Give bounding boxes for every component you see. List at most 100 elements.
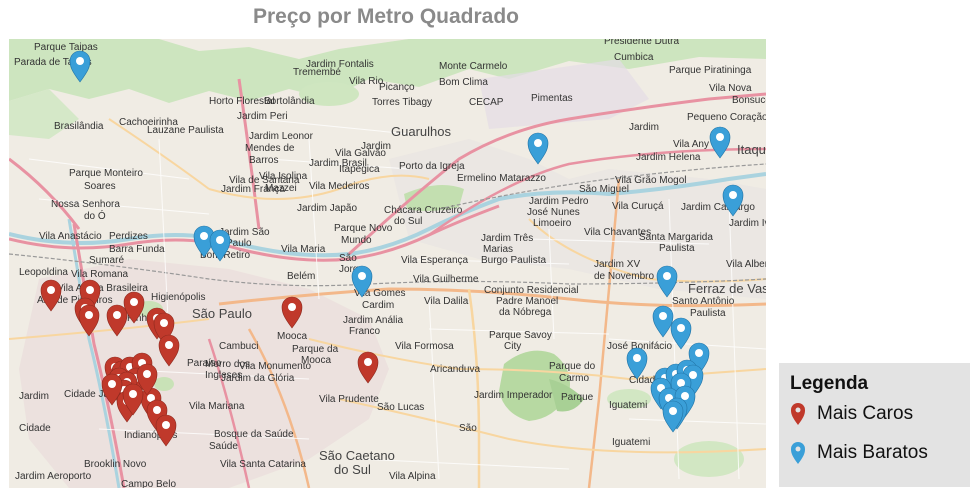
svg-text:Jardim São: Jardim São: [219, 227, 270, 238]
marker-barato[interactable]: [626, 347, 648, 380]
ayrton-senna: [428, 147, 766, 237]
svg-text:São Caetano: São Caetano: [319, 448, 395, 463]
marker-caro[interactable]: [357, 351, 379, 384]
legend-label: Mais Caros: [817, 403, 914, 424]
svg-text:Carmo: Carmo: [559, 373, 589, 384]
airport-area: [479, 59, 649, 129]
svg-text:Cachoeirinha: Cachoeirinha: [119, 117, 178, 128]
svg-text:Paulista: Paulista: [690, 308, 726, 319]
map-canvas[interactable]: Guarulhos São Paulo Ferraz de Vasconc Sã…: [9, 39, 766, 488]
svg-text:Mendes de: Mendes de: [245, 143, 295, 154]
svg-text:Saúde: Saúde: [209, 441, 238, 452]
svg-text:Santo Antônio: Santo Antônio: [672, 296, 735, 307]
svg-text:Vila Santa Catarina: Vila Santa Catarina: [220, 459, 306, 470]
pinheiros-river: [67, 218, 121, 488]
svg-text:Jardim Brasil: Jardim Brasil: [309, 158, 367, 169]
marker-caro[interactable]: [78, 304, 100, 337]
svg-text:Nossa Senhora: Nossa Senhora: [51, 199, 120, 210]
svg-text:Vila Isolina: Vila Isolina: [259, 171, 308, 182]
svg-text:Vila Mariana: Vila Mariana: [189, 401, 245, 412]
svg-text:Leopoldina: Leopoldina: [19, 267, 68, 278]
svg-text:Cardim: Cardim: [362, 300, 394, 311]
svg-text:Bosque da Saúde: Bosque da Saúde: [214, 429, 294, 440]
svg-text:Indianópolis: Indianópolis: [124, 430, 177, 441]
svg-text:Jardim Camargo: Jardim Camargo: [681, 202, 755, 213]
svg-text:Conjunto Residencial: Conjunto Residencial: [484, 285, 579, 296]
svg-text:Parque Savoy: Parque Savoy: [489, 330, 552, 341]
svg-text:do Sul: do Sul: [394, 216, 422, 227]
svg-text:Jardim Leonor: Jardim Leonor: [249, 131, 314, 142]
svg-text:Padre Manoel: Padre Manoel: [496, 296, 558, 307]
svg-text:Horto Florestal: Horto Florestal: [209, 96, 275, 107]
parque-do-carmo: [499, 350, 570, 421]
svg-text:Parque Taipas: Parque Taipas: [34, 42, 98, 53]
svg-text:Vila Maria: Vila Maria: [281, 244, 326, 255]
svg-text:Jardim: Jardim: [629, 122, 659, 133]
svg-text:Vila Romana: Vila Romana: [71, 269, 129, 280]
legend-title: Legenda: [790, 373, 869, 394]
svg-text:Vila Dalila: Vila Dalila: [424, 296, 469, 307]
marker-barato[interactable]: [656, 265, 678, 298]
svg-text:São Paulo: São Paulo: [192, 306, 252, 321]
tiete-river: [9, 172, 766, 258]
svg-text:Iguatemi: Iguatemi: [612, 437, 650, 448]
svg-text:Jardim Japão: Jardim Japão: [297, 203, 357, 214]
svg-text:Campo Belo: Campo Belo: [121, 479, 176, 488]
svg-text:Vila Anastácio: Vila Anastácio: [39, 231, 102, 242]
svg-text:Sumaré: Sumaré: [89, 255, 124, 266]
svg-text:Paulista: Paulista: [659, 243, 695, 254]
svg-text:Limoeiro: Limoeiro: [533, 218, 572, 229]
svg-text:Jardim Peri: Jardim Peri: [237, 111, 288, 122]
svg-text:Pimentas: Pimentas: [531, 93, 573, 104]
marker-barato[interactable]: [351, 265, 373, 298]
svg-text:Perdizes: Perdizes: [109, 231, 148, 242]
svg-text:Parque Piratininga: Parque Piratininga: [669, 65, 752, 76]
marker-barato[interactable]: [69, 50, 91, 83]
svg-text:Ermelino Matarazzo: Ermelino Matarazzo: [457, 173, 546, 184]
marker-barato[interactable]: [662, 400, 684, 433]
svg-text:Jardim Ivonete: Jardim Ivonete: [729, 218, 766, 229]
svg-text:Vila Monumento: Vila Monumento: [239, 361, 312, 372]
svg-text:Parque: Parque: [561, 392, 594, 403]
svg-text:Belém: Belém: [287, 271, 315, 282]
marker-caro[interactable]: [106, 304, 128, 337]
svg-text:Porto da Igreja: Porto da Igreja: [399, 161, 465, 172]
svg-text:Bom Clima: Bom Clima: [439, 77, 488, 88]
svg-text:Barros: Barros: [249, 155, 278, 166]
svg-text:Vila Guilherme: Vila Guilherme: [413, 274, 479, 285]
svg-text:Vila Medeiros: Vila Medeiros: [309, 181, 369, 192]
marker-barato[interactable]: [209, 229, 231, 262]
marker-caro[interactable]: [281, 296, 303, 329]
svg-text:Santa Margarida: Santa Margarida: [639, 232, 713, 243]
markers-layer: [40, 50, 744, 447]
via-dutra: [347, 92, 766, 256]
svg-text:Burgo Paulista: Burgo Paulista: [481, 255, 546, 266]
svg-text:Brooklin Novo: Brooklin Novo: [84, 459, 147, 470]
svg-text:Brasilândia: Brasilândia: [54, 121, 104, 132]
svg-text:Jardim Pedro: Jardim Pedro: [529, 196, 589, 207]
svg-text:Jardim Fontalis: Jardim Fontalis: [306, 59, 374, 70]
svg-text:José Bonifácio: José Bonifácio: [607, 341, 672, 352]
svg-text:Picanço: Picanço: [379, 82, 415, 93]
marker-caro[interactable]: [40, 279, 62, 312]
svg-text:Jardim Aeroporto: Jardim Aeroporto: [15, 471, 92, 482]
svg-text:Cidade T: Cidade T: [629, 375, 669, 386]
svg-text:Jardim: Jardim: [19, 391, 49, 402]
marker-barato[interactable]: [652, 305, 674, 338]
svg-text:Aricanduva: Aricanduva: [430, 364, 480, 375]
svg-text:Torres Tibagy: Torres Tibagy: [372, 97, 432, 108]
svg-text:São Lucas: São Lucas: [377, 402, 424, 413]
svg-text:Vila Gomes: Vila Gomes: [354, 288, 406, 299]
marker-barato[interactable]: [670, 317, 692, 350]
svg-text:Ferraz de Vasconc: Ferraz de Vasconc: [688, 281, 766, 296]
legend: Legenda Mais Caros Mais Baratos: [779, 363, 970, 487]
marker-caro[interactable]: [155, 414, 177, 447]
marker-barato[interactable]: [722, 184, 744, 217]
svg-text:Cidade Jardim: Cidade Jardim: [64, 389, 128, 400]
svg-text:Soares: Soares: [84, 181, 116, 192]
svg-text:Guarulhos: Guarulhos: [391, 124, 451, 139]
marker-caro[interactable]: [158, 334, 180, 367]
marker-barato[interactable]: [709, 126, 731, 159]
svg-text:Cidade: Cidade: [19, 423, 51, 434]
marker-barato[interactable]: [527, 132, 549, 165]
